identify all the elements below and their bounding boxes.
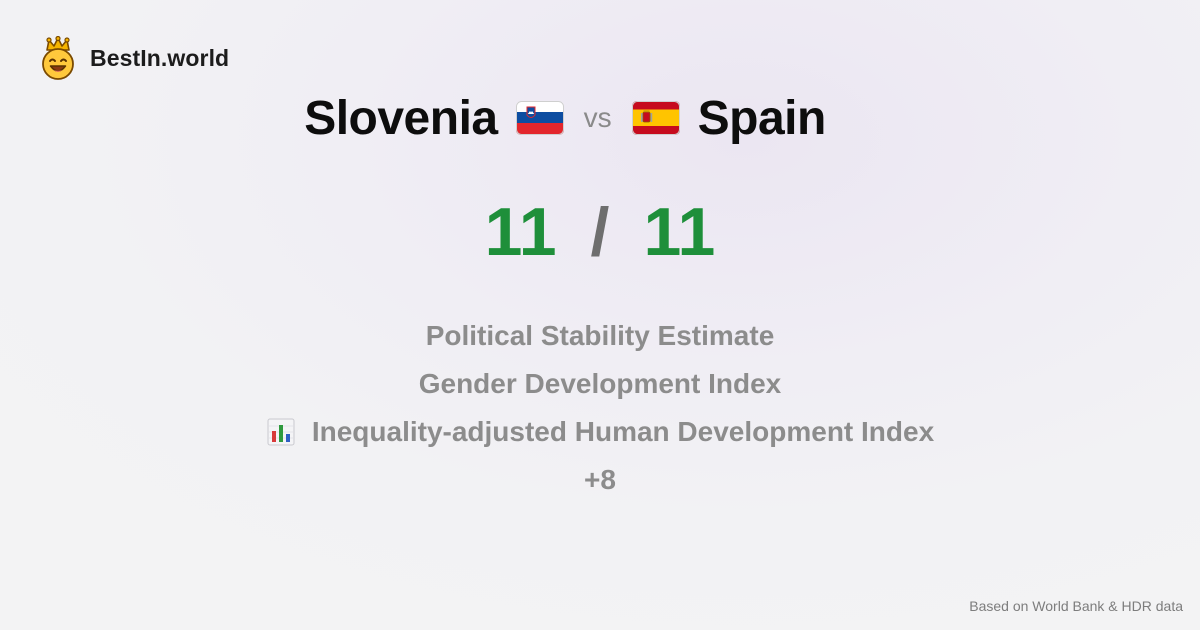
vs-label: vs <box>583 102 612 133</box>
brand[interactable]: BestIn.world <box>38 36 229 80</box>
right-country-name[interactable]: Spain <box>697 91 827 145</box>
metric-label: +8 <box>584 464 616 495</box>
slovenia-flag-icon <box>515 101 564 135</box>
more-metrics-count[interactable]: +8 <box>584 456 616 504</box>
spain-flag-icon <box>631 101 680 135</box>
flag-stripe <box>515 101 564 113</box>
metric-label: Gender Development Index <box>418 368 782 399</box>
flag-stripe <box>515 123 564 135</box>
country-matchup: Slovenia vs Spain <box>0 88 1130 148</box>
metric-item[interactable]: Political Stability Estimate <box>426 312 775 360</box>
flag-stripe <box>631 109 680 127</box>
flag-stripe <box>515 112 564 124</box>
right-score: 11 <box>643 194 716 270</box>
brand-name: BestIn.world <box>90 44 230 71</box>
crown-smiley-icon <box>42 36 74 80</box>
score-display: 11 / 11 <box>0 192 1200 272</box>
flag-stripe <box>631 101 680 110</box>
bar-chart-icon <box>267 418 295 446</box>
data-source-note: Based on World Bank & HDR data <box>969 598 1183 614</box>
flag-stripe <box>631 126 680 135</box>
metric-list: Political Stability Estimate Gender Deve… <box>0 312 1200 504</box>
score-separator: / <box>590 194 610 270</box>
metric-label: Political Stability Estimate <box>425 320 775 351</box>
left-score: 11 <box>484 194 557 270</box>
metric-item[interactable]: Gender Development Index <box>419 360 782 408</box>
metric-label: Inequality-adjusted Human Development In… <box>311 416 935 447</box>
metric-item[interactable]: Inequality-adjusted Human Development In… <box>266 408 934 456</box>
left-country-name[interactable]: Slovenia <box>304 91 498 145</box>
